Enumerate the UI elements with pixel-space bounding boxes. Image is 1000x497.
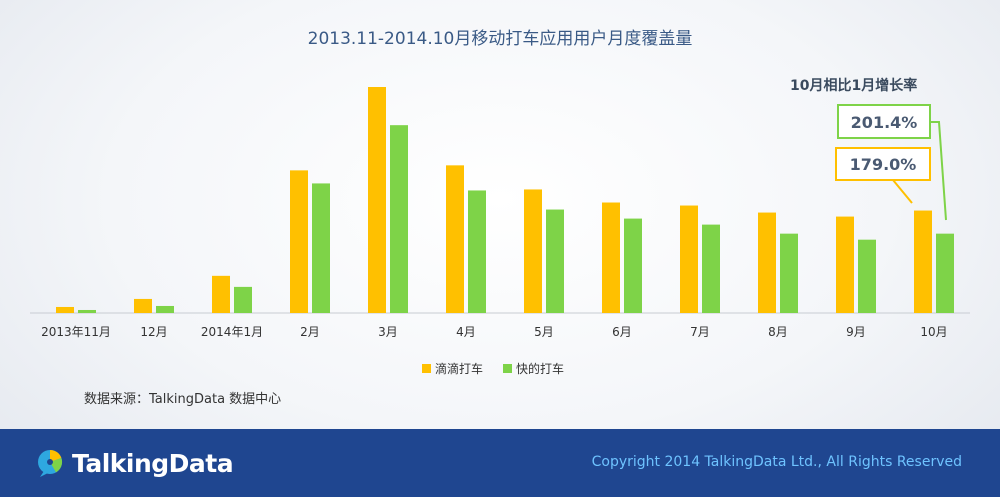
footer-bar: TalkingData Copyright 2014 TalkingData L… [0, 429, 1000, 497]
bar-kuaidi-9 [780, 233, 798, 313]
annotation-heading: 10月相比1月增长率 [790, 77, 917, 94]
x-tick-label-6: 5月 [534, 325, 554, 339]
bar-kuaidi-10 [858, 239, 876, 313]
bar-kuaidi-0 [78, 309, 96, 313]
bar-didi-11 [914, 210, 932, 313]
bar-didi-5 [446, 165, 464, 313]
annotation-box-didi [835, 147, 931, 181]
bar-didi-10 [836, 216, 854, 313]
legend-label-kuaidi: 快的打车 [516, 361, 564, 376]
bar-kuaidi-6 [546, 209, 564, 313]
bar-chart: 2013.11-2014.10月移动打车应用用户月度覆盖量 2013年11月 12… [30, 29, 970, 376]
bar-didi-9 [758, 212, 776, 313]
bar-kuaidi-1 [156, 305, 174, 313]
bar-didi-4 [368, 87, 386, 313]
logo-text: TalkingData [72, 448, 234, 478]
annotation-value-kuaidi: 201.4% [851, 113, 918, 132]
talkingdata-logo-icon [38, 449, 63, 477]
x-tick-label-7: 6月 [612, 325, 632, 339]
bar-kuaidi-11 [936, 233, 954, 313]
bar-didi-8 [680, 205, 698, 313]
x-tick-label-9: 8月 [768, 325, 788, 339]
bar-didi-7 [602, 202, 620, 313]
annotation-connector-didi [892, 179, 913, 204]
bars-group [56, 87, 954, 314]
legend-label-didi: 滴滴打车 [435, 361, 483, 376]
x-tick-label-1: 12月 [140, 325, 167, 339]
x-tick-label-4: 3月 [378, 325, 398, 339]
legend: 滴滴打车 快的打车 [422, 361, 564, 376]
x-tick-label-2: 2014年1月 [201, 325, 263, 339]
bar-didi-2 [212, 275, 230, 313]
copyright-text: Copyright 2014 TalkingData Ltd., All Rig… [591, 454, 962, 470]
growth-annotation: 10月相比1月增长率 201.4% 179.0% [790, 77, 947, 221]
bar-didi-6 [524, 189, 542, 313]
bar-kuaidi-3 [312, 183, 330, 313]
x-tick-labels: 2013年11月 12月 2014年1月 2月 3月 4月 5月 6月 7月 8月 9月 10月 [41, 325, 948, 339]
bar-kuaidi-7 [624, 218, 642, 313]
legend-swatch-didi [422, 364, 431, 373]
annotation-connector-kuaidi [930, 121, 947, 221]
x-tick-label-3: 2月 [300, 325, 320, 339]
bar-kuaidi-8 [702, 224, 720, 313]
x-tick-label-5: 4月 [456, 325, 476, 339]
data-source-note: 数据来源：TalkingData 数据中心 [84, 392, 282, 407]
chart-title: 2013.11-2014.10月移动打车应用用户月度覆盖量 [308, 29, 693, 49]
x-tick-label-10: 9月 [846, 325, 866, 339]
legend-swatch-kuaidi [503, 364, 512, 373]
bar-kuaidi-4 [390, 125, 408, 314]
talkingdata-logo: TalkingData [34, 447, 234, 479]
bar-didi-3 [290, 170, 308, 313]
bar-kuaidi-2 [234, 286, 252, 313]
x-tick-label-8: 7月 [690, 325, 710, 339]
bar-didi-0 [56, 306, 74, 313]
x-tick-label-0: 2013年11月 [41, 325, 111, 339]
annotation-value-didi: 179.0% [850, 155, 917, 174]
bar-kuaidi-5 [468, 190, 486, 313]
x-tick-label-11: 10月 [920, 325, 947, 339]
bar-didi-1 [134, 298, 152, 313]
